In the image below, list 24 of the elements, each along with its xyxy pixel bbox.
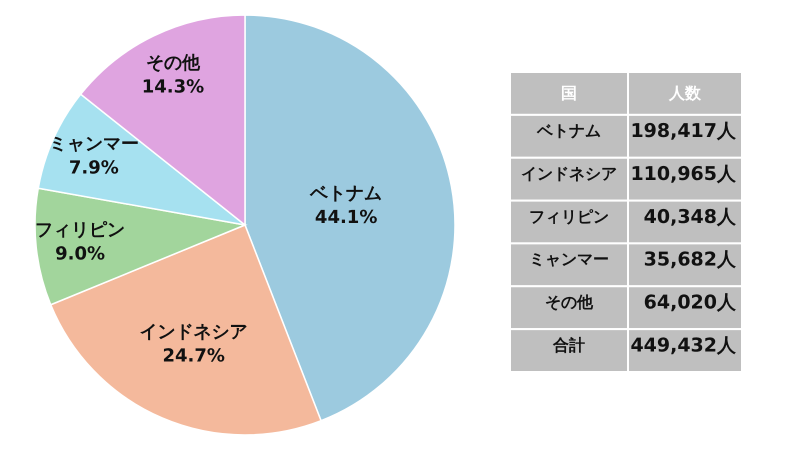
data-label: 7.9% [68, 158, 119, 179]
text: 合計 [552, 335, 585, 354]
text: インドネシア [521, 164, 617, 183]
slice-label: フィリピン [35, 220, 126, 241]
text: 国 [561, 83, 577, 102]
text: 198,417人 [630, 120, 737, 142]
data-label: 14.3% [142, 76, 204, 98]
text: ベトナム [536, 121, 601, 140]
data-label: 24.7% [162, 346, 225, 367]
slice-label: ベトナム [309, 183, 382, 204]
slice-label: ミャンマー [48, 134, 139, 155]
text: 449,432人 [630, 334, 737, 356]
text: 40,348人 [644, 206, 737, 228]
data-label: 9.0% [55, 244, 106, 265]
text: 64,020人 [644, 292, 737, 314]
text: ミャンマー [529, 250, 609, 269]
slice-label: その他 [146, 52, 201, 74]
slice-label: インドネシア [140, 322, 248, 343]
data-label: 44.1% [314, 207, 378, 228]
text: フィリピン [529, 206, 609, 226]
text: 人数 [668, 83, 702, 102]
text: 35,682人 [644, 248, 737, 271]
text: その他 [545, 292, 594, 312]
text: 110,965人 [630, 163, 737, 185]
